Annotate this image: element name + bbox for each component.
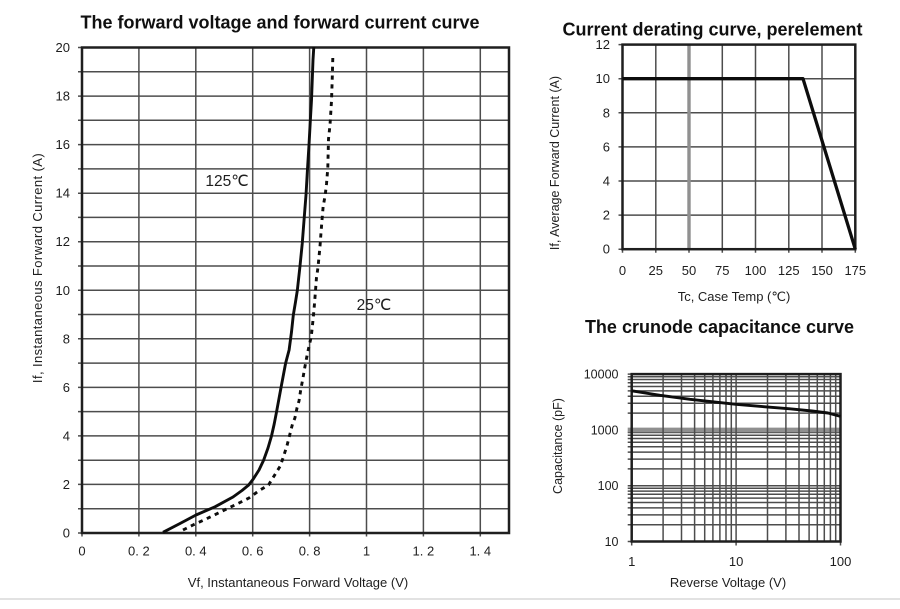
svg-text:1000: 1000 (591, 423, 619, 437)
svg-text:2: 2 (603, 208, 610, 223)
svg-text:Current derating curve, perele: Current derating curve, perelement (562, 20, 862, 40)
svg-text:Vf, Instantaneous Forward Volt: Vf, Instantaneous Forward Voltage (V) (188, 575, 408, 590)
svg-text:12: 12 (596, 37, 610, 52)
svg-text:18: 18 (56, 89, 70, 104)
svg-text:100: 100 (745, 263, 767, 278)
svg-text:6: 6 (603, 139, 610, 154)
svg-text:0: 0 (603, 242, 610, 257)
svg-text:8: 8 (63, 331, 70, 346)
svg-text:1: 1 (363, 544, 370, 559)
svg-text:0. 8: 0. 8 (299, 544, 321, 559)
svg-text:14: 14 (56, 186, 70, 201)
svg-text:6: 6 (63, 380, 70, 395)
svg-text:0: 0 (63, 526, 70, 541)
svg-text:10000: 10000 (584, 368, 619, 382)
svg-text:50: 50 (682, 263, 696, 278)
svg-text:25℃: 25℃ (357, 297, 392, 314)
svg-text:10: 10 (605, 535, 619, 549)
svg-text:12: 12 (56, 234, 70, 249)
svg-text:If, Average Forward Current (A: If, Average Forward Current (A) (548, 76, 562, 250)
svg-text:Reverse Voltage (V): Reverse Voltage (V) (670, 575, 786, 590)
svg-text:4: 4 (603, 174, 610, 189)
svg-text:100: 100 (830, 554, 852, 569)
svg-text:10: 10 (56, 283, 70, 298)
svg-text:0: 0 (78, 544, 85, 559)
svg-text:100: 100 (598, 479, 619, 493)
svg-text:25: 25 (649, 263, 663, 278)
svg-text:0. 2: 0. 2 (128, 544, 150, 559)
svg-text:125℃: 125℃ (205, 173, 248, 190)
svg-text:150: 150 (811, 263, 833, 278)
svg-text:4: 4 (63, 428, 70, 443)
svg-text:175: 175 (844, 263, 866, 278)
svg-text:0. 4: 0. 4 (185, 544, 207, 559)
svg-text:1: 1 (628, 554, 635, 569)
svg-text:16: 16 (56, 137, 70, 152)
svg-text:If, Instantaneous Forward Curr: If, Instantaneous Forward Current (A) (30, 153, 45, 383)
svg-text:1. 2: 1. 2 (413, 544, 435, 559)
svg-text:8: 8 (603, 105, 610, 120)
svg-text:0: 0 (619, 263, 626, 278)
svg-text:The forward voltage and forwar: The forward voltage and forward current … (80, 13, 479, 33)
svg-text:1. 4: 1. 4 (469, 544, 491, 559)
svg-text:10: 10 (729, 554, 743, 569)
svg-text:10: 10 (596, 71, 610, 86)
svg-text:75: 75 (715, 263, 729, 278)
svg-text:0. 6: 0. 6 (242, 544, 264, 559)
svg-text:2: 2 (63, 477, 70, 492)
svg-text:125: 125 (778, 263, 800, 278)
svg-text:Tc, Case Temp (℃): Tc, Case Temp (℃) (678, 289, 791, 304)
svg-text:The crunode capacitance curve: The crunode capacitance curve (585, 317, 854, 337)
svg-text:Capacitance (pF): Capacitance (pF) (551, 398, 565, 494)
svg-text:20: 20 (56, 40, 70, 55)
